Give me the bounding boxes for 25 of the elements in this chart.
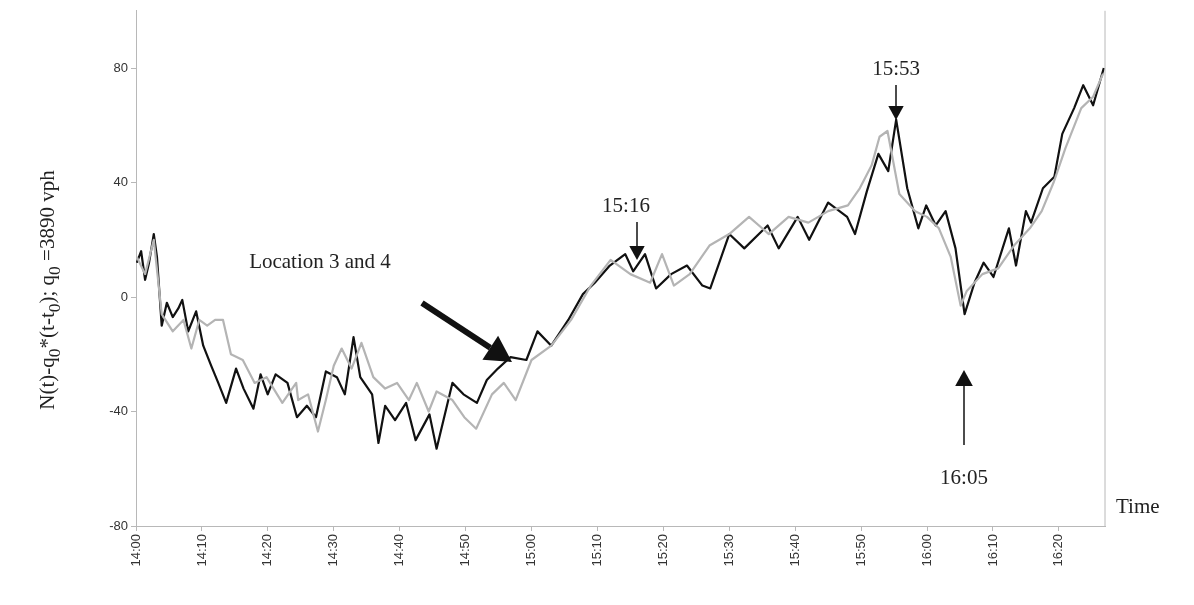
x-tick-label: 15:50	[852, 534, 868, 567]
y-tick-label: 40	[113, 174, 128, 190]
annotation: Location 3 and 4	[249, 248, 392, 273]
x-tick-label: 15:10	[589, 534, 605, 567]
y-tick-label: 80	[113, 59, 128, 75]
y-tick-label: 0	[120, 288, 128, 304]
annotation: 16:05	[940, 464, 988, 489]
annotation: 15:53	[872, 56, 921, 81]
x-tick-label: 15:00	[523, 534, 539, 567]
x-tick-label: 15:30	[720, 534, 736, 567]
y-tick-label: -80	[109, 517, 128, 533]
x-axis-title: Time	[1116, 494, 1160, 519]
x-tick-label: 16:00	[918, 534, 934, 567]
x-tick-label: 14:50	[457, 534, 473, 567]
x-tick-label: 14:40	[391, 534, 407, 567]
y-tick-label: -40	[109, 403, 128, 419]
x-tick-label: 14:00	[127, 534, 143, 567]
x-tick-label: 14:20	[259, 534, 275, 567]
x-tick-label: 14:10	[193, 534, 209, 567]
x-tick-label: 16:10	[984, 534, 1000, 567]
x-tick-label: 16:20	[1050, 534, 1066, 567]
x-tick-label: 15:40	[786, 534, 802, 567]
x-tick-label: 14:30	[325, 534, 341, 567]
x-tick-label: 15:20	[654, 534, 670, 567]
annotation: 15:16	[602, 193, 650, 218]
